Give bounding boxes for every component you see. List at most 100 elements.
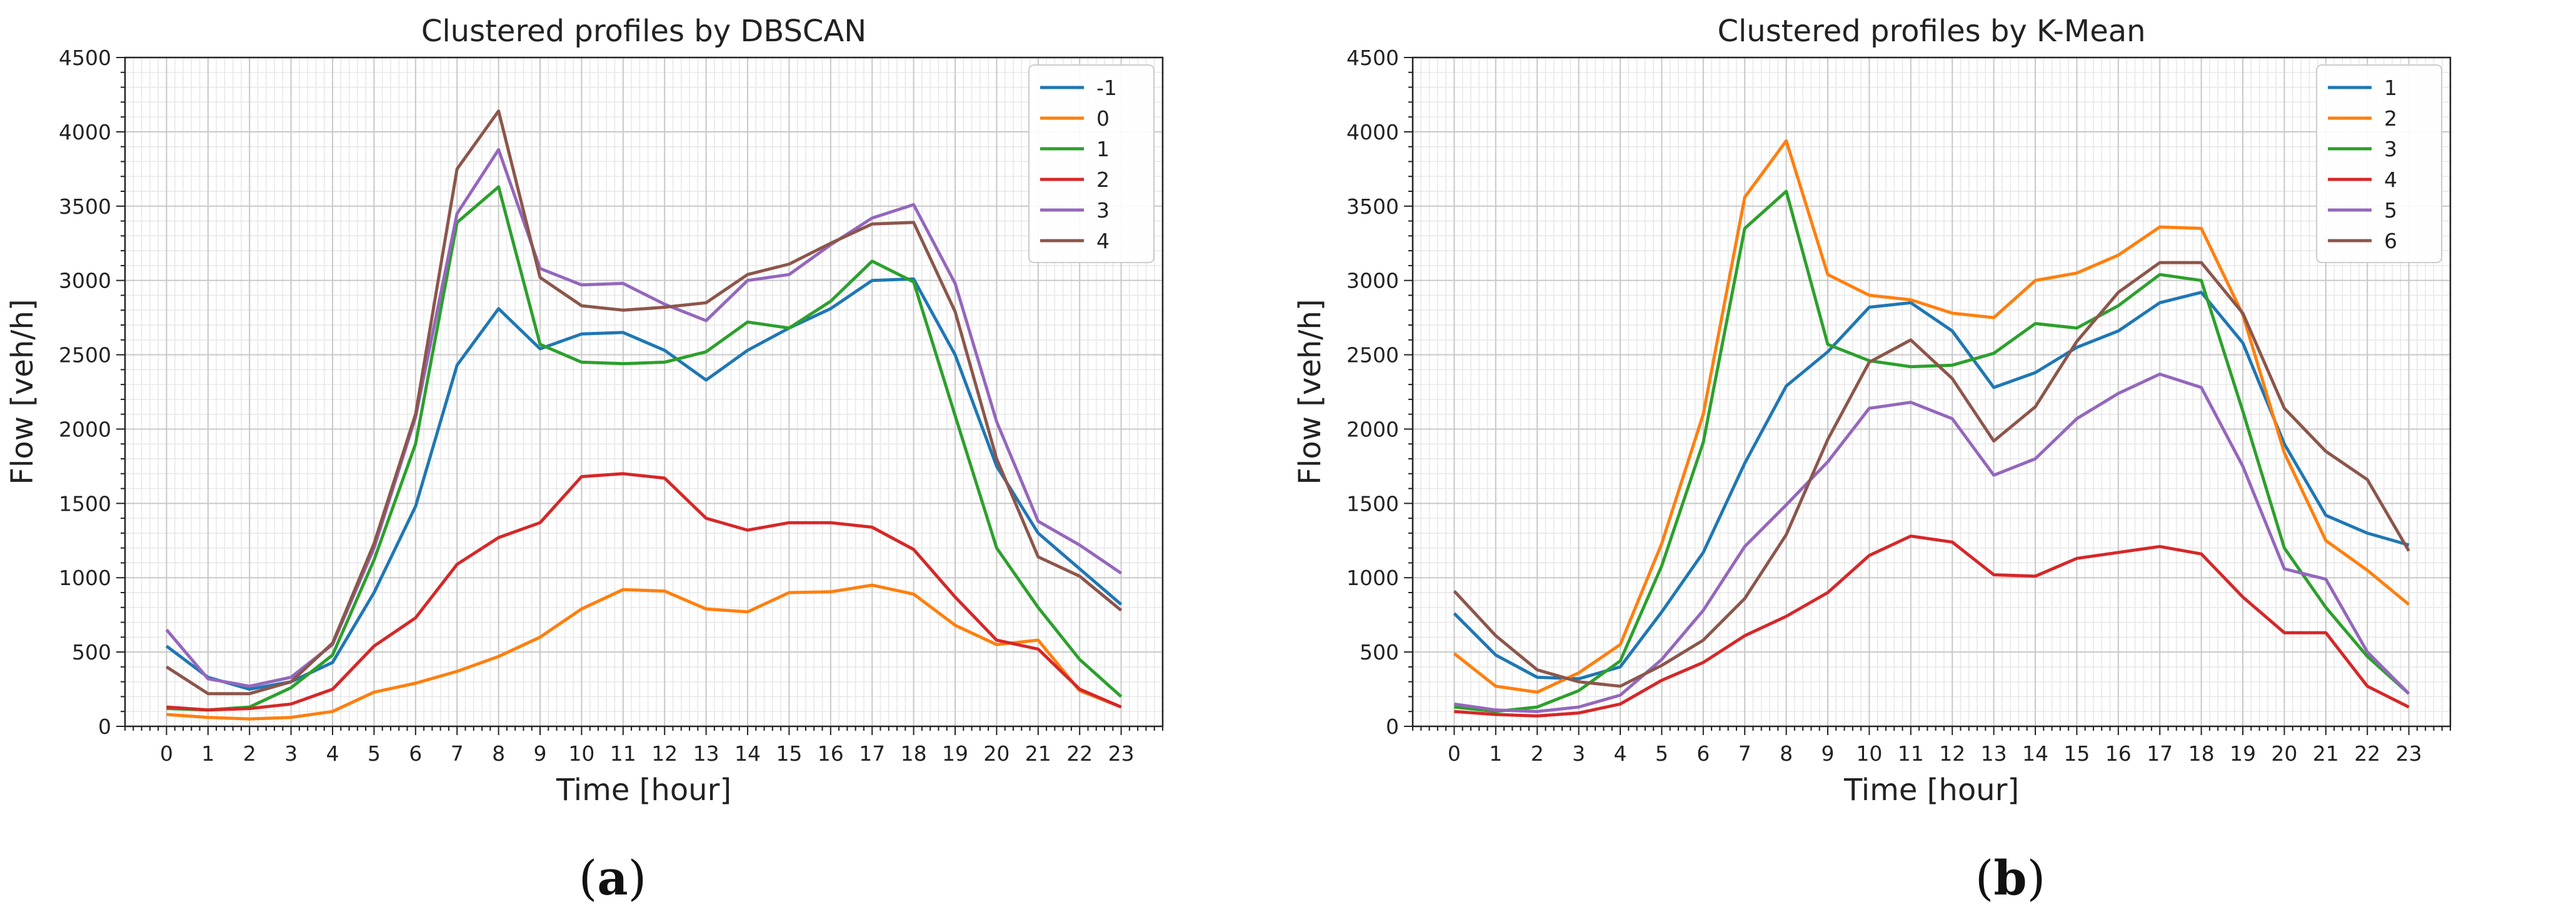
x-tick-label: 17	[2147, 741, 2173, 766]
y-tick-label: 1500	[59, 491, 111, 516]
x-tick-label: 13	[693, 741, 719, 766]
x-tick-label: 11	[610, 741, 636, 766]
y-tick-label: 3000	[1346, 269, 1399, 293]
kmean-x-axis: 0 1 2 3 4 5 6 7 8 9 10 11 12 13 14 15 16 17 18 19 20 21 22 23	[1412, 726, 2451, 766]
x-tick-label: 22	[2354, 741, 2380, 766]
x-tick-label: 5	[368, 741, 381, 766]
kmean-legend: 1 2 3 4 5 6	[2316, 64, 2442, 263]
series-line-2	[166, 185, 1123, 712]
x-tick-label: 15	[776, 741, 802, 766]
y-tick-label: 500	[1360, 640, 1399, 664]
kmean-y-label: Flow [veh/h]	[1293, 299, 1328, 484]
x-tick-label: 9	[1822, 741, 1835, 766]
x-tick-label: 22	[1066, 741, 1093, 766]
x-tick-label: 20	[2271, 741, 2297, 766]
x-tick-label: 17	[859, 741, 885, 766]
legend-label-0: -1	[1096, 76, 1117, 100]
kmean-minor-grid	[1412, 57, 2451, 727]
y-tick-label: 4500	[59, 46, 111, 70]
x-tick-label: 10	[1856, 741, 1882, 766]
x-tick-label: 21	[2313, 741, 2339, 766]
dbscan-y-label: Flow [veh/h]	[5, 299, 40, 484]
x-tick-label: 14	[2022, 741, 2048, 766]
legend-label-0: 1	[2384, 76, 2397, 100]
chart-panel-b: 0 1 2 3 4 5 6 7 8 9 10 11 12 13 14 15 16 17 18 19 20 21 22 2305…	[1293, 14, 2452, 808]
y-tick-label: 1000	[1346, 566, 1399, 590]
x-tick-label: 7	[451, 741, 464, 766]
y-tick-label: 2000	[59, 417, 111, 441]
x-tick-label: 10	[568, 741, 594, 766]
x-tick-label: 23	[2396, 741, 2422, 766]
x-tick-label: 13	[1981, 741, 2007, 766]
series-line-3	[1454, 534, 2410, 718]
x-tick-label: 4	[1614, 741, 1627, 766]
y-tick-label: 0	[98, 714, 111, 739]
y-tick-label: 4000	[59, 120, 111, 144]
x-tick-label: 3	[284, 741, 298, 766]
dbscan-legend: -1 0 1 2 3 4	[1028, 64, 1155, 263]
legend-label-5: 6	[2384, 229, 2397, 253]
kmean-major-grid	[1413, 57, 2450, 727]
kmean-title: Clustered profiles by K-Mean	[1717, 14, 2145, 49]
x-tick-label: 12	[1939, 741, 1965, 766]
x-tick-label: 12	[651, 741, 678, 766]
legend-label-4: 3	[1096, 198, 1110, 223]
x-tick-label: 4	[326, 741, 339, 766]
y-tick-label: 2500	[59, 343, 111, 368]
x-tick-label: 19	[2230, 741, 2256, 766]
x-tick-label: 14	[734, 741, 761, 766]
dbscan-series	[165, 109, 1123, 721]
caption-b: (b)	[1975, 850, 2046, 906]
x-tick-label: 18	[2188, 741, 2215, 766]
dbscan-y-axis: 0 500 1000 1500 2000 2500 3000 3500 4000 4500	[59, 46, 125, 739]
x-tick-label: 16	[818, 741, 844, 766]
y-tick-label: 2500	[1346, 343, 1399, 368]
legend-label-4: 5	[2384, 198, 2397, 223]
series-line-0	[1453, 291, 2410, 681]
x-tick-label: 7	[1738, 741, 1752, 766]
x-tick-label: 8	[492, 741, 505, 766]
x-tick-label: 18	[901, 741, 927, 766]
kmean-y-axis: 0 500 1000 1500 2000 2500 3000 3500 4000 4500	[1346, 46, 1413, 739]
x-tick-label: 3	[1572, 741, 1585, 766]
dbscan-major-grid	[125, 57, 1163, 727]
kmean-plot-frame	[1411, 56, 2452, 728]
x-tick-label: 16	[2105, 741, 2132, 766]
dbscan-title: Clustered profiles by DBSCAN	[421, 14, 866, 49]
legend-label-5: 4	[1096, 229, 1110, 253]
series-line-0	[165, 277, 1123, 691]
x-tick-label: 6	[1696, 741, 1710, 766]
x-tick-label: 1	[201, 741, 214, 766]
series-line-1	[166, 583, 1122, 721]
x-tick-label: 20	[983, 741, 1010, 766]
y-tick-label: 1000	[59, 566, 111, 590]
chart-panel-a: 0 1 2 3 4 5 6 7 8 9 10 11 12 13 14 15 16 17 18 19 20 21 22 2305…	[5, 14, 1164, 808]
y-tick-label: 4000	[1346, 120, 1399, 144]
dbscan-x-axis: 0 1 2 3 4 5 6 7 8 9 10 11 12 13 14 15 16 17 18 19 20 21 22 23	[124, 726, 1163, 766]
legend-label-1: 0	[1096, 106, 1110, 131]
x-tick-label: 11	[1898, 741, 1924, 766]
legend-label-2: 3	[2384, 137, 2397, 161]
x-tick-label: 0	[1448, 741, 1461, 766]
legend-box	[1028, 64, 1155, 263]
dbscan-x-label: Time [hour]	[556, 773, 731, 808]
x-tick-label: 19	[942, 741, 968, 766]
y-tick-label: 1500	[1346, 491, 1399, 516]
series-line-5	[1453, 261, 2410, 688]
y-tick-label: 4500	[1346, 46, 1399, 70]
dbscan-plot-frame	[124, 56, 1164, 728]
kmean-x-label: Time [hour]	[1843, 773, 2019, 808]
legend-label-2: 1	[1096, 137, 1110, 161]
x-tick-label: 21	[1025, 741, 1051, 766]
series-line-3	[166, 472, 1122, 712]
legend-label-1: 2	[2384, 106, 2397, 131]
y-tick-label: 0	[1386, 714, 1399, 739]
x-tick-label: 8	[1780, 741, 1793, 766]
x-tick-label: 1	[1489, 741, 1502, 766]
x-tick-label: 2	[243, 741, 256, 766]
caption-a: (a)	[578, 850, 647, 906]
y-tick-label: 3500	[59, 194, 111, 219]
series-line-2	[1454, 189, 2410, 713]
legend-label-3: 4	[2384, 168, 2397, 192]
